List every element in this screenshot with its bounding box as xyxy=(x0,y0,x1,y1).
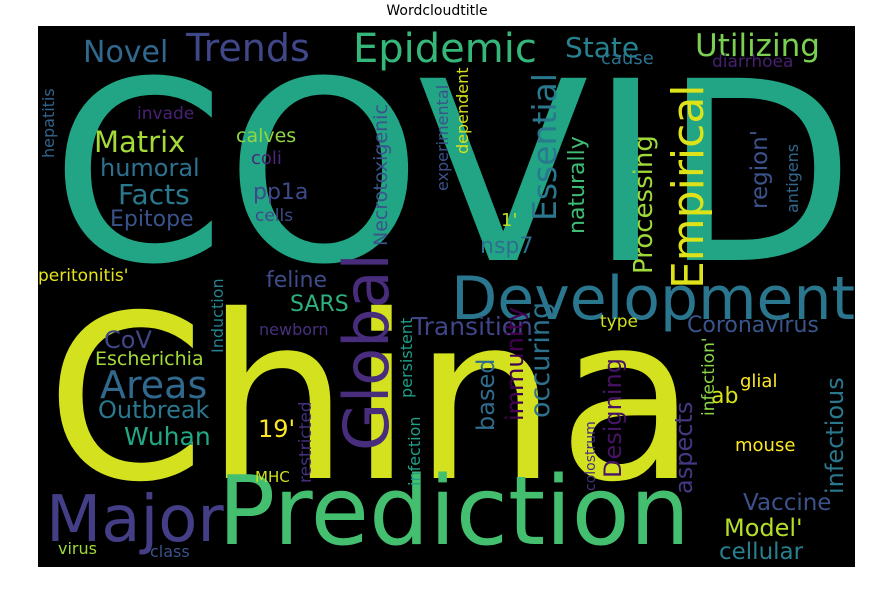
word-coronavirus: Coronavirus xyxy=(687,313,819,338)
word-china: China xyxy=(46,266,697,532)
word-utilizing: Utilizing xyxy=(695,28,820,64)
word-feline: feline xyxy=(266,268,327,293)
word-novel: Novel xyxy=(83,35,168,70)
word-infection: infection xyxy=(405,416,424,486)
word-pp1a: pp1a xyxy=(253,180,308,205)
word-essential: Essential xyxy=(525,73,564,221)
word-vaccine: Vaccine xyxy=(743,490,831,516)
word-facts: Facts xyxy=(118,178,190,211)
word-region: region' xyxy=(747,130,773,209)
word-peritonitis: peritonitis' xyxy=(38,266,128,286)
word-immunity: immunity xyxy=(501,307,529,421)
word-persistent: persistent xyxy=(397,318,416,398)
word-virus: virus xyxy=(58,539,97,558)
word-areas: Areas xyxy=(100,363,207,407)
word-dependent: dependent xyxy=(453,67,472,154)
chart-title: Wordcloudtitle xyxy=(386,3,488,19)
word-covid: COVID xyxy=(51,28,855,319)
word-cells: cells xyxy=(255,206,293,226)
word-outbreak: Outbreak xyxy=(98,396,210,424)
word-global: Global xyxy=(330,253,403,451)
word-transition: Transition xyxy=(411,312,533,341)
word-empirical: Empirical xyxy=(663,84,714,289)
word-epitope: Epitope xyxy=(110,207,194,232)
word-newborn: newborn xyxy=(259,320,328,339)
word-mhc: MHC xyxy=(255,468,290,486)
word-coli: coli xyxy=(251,148,282,169)
word-hepatitis: hepatitis xyxy=(39,88,58,158)
word-mouse: mouse xyxy=(735,435,795,456)
word-occuring: occuring xyxy=(525,302,556,418)
word-19: 19' xyxy=(258,415,295,443)
word-nsp7: nsp7 xyxy=(480,234,533,259)
word-diarrhoea: diarrhoea xyxy=(712,52,793,72)
word-calves: calves xyxy=(236,125,296,147)
word-cloud: COVID China Prediction Development Major Glob… xyxy=(38,26,855,567)
word-prediction: Prediction xyxy=(218,457,690,567)
word-state: State xyxy=(565,31,639,64)
word-type: type xyxy=(600,312,638,332)
word-restricted: restricted xyxy=(296,401,316,483)
word-naturally: naturally xyxy=(565,136,590,234)
word-1: 1' xyxy=(501,210,517,231)
word-epidemic: Epidemic xyxy=(353,26,537,72)
word-processing: Processing xyxy=(629,135,659,274)
word-based: based xyxy=(472,359,500,431)
word-major: Major xyxy=(46,483,224,557)
word-necrotoxigenic: Necrotoxigenic xyxy=(370,104,392,246)
word-sars: SARS xyxy=(290,292,349,317)
word-glial: glial xyxy=(740,371,777,392)
word-designing: Designing xyxy=(599,358,627,478)
word-invade: invade xyxy=(137,104,194,124)
word-cause: cause xyxy=(601,48,654,69)
word-infection: infection' xyxy=(699,337,719,416)
word-infectious: infectious xyxy=(821,377,849,494)
word-aspects: aspects xyxy=(670,402,698,494)
word-experimental: experimental xyxy=(433,85,452,191)
word-cov: CoV xyxy=(104,326,152,354)
word-development: Development xyxy=(451,264,855,334)
word-model: Model' xyxy=(724,514,803,542)
word-escherichia: Escherichia xyxy=(95,348,204,370)
word-ab: ab xyxy=(711,384,738,409)
word-antigens: antigens xyxy=(783,144,802,213)
word-humoral: humoral xyxy=(100,154,200,182)
word-cellular: cellular xyxy=(719,539,804,565)
word-class: class xyxy=(150,542,190,561)
word-colostrum: colostrum xyxy=(583,421,599,491)
word-wuhan: Wuhan xyxy=(124,422,211,451)
word-matrix: Matrix xyxy=(94,125,185,159)
word-induction: Induction xyxy=(208,278,227,353)
word-trends: Trends xyxy=(185,26,310,70)
